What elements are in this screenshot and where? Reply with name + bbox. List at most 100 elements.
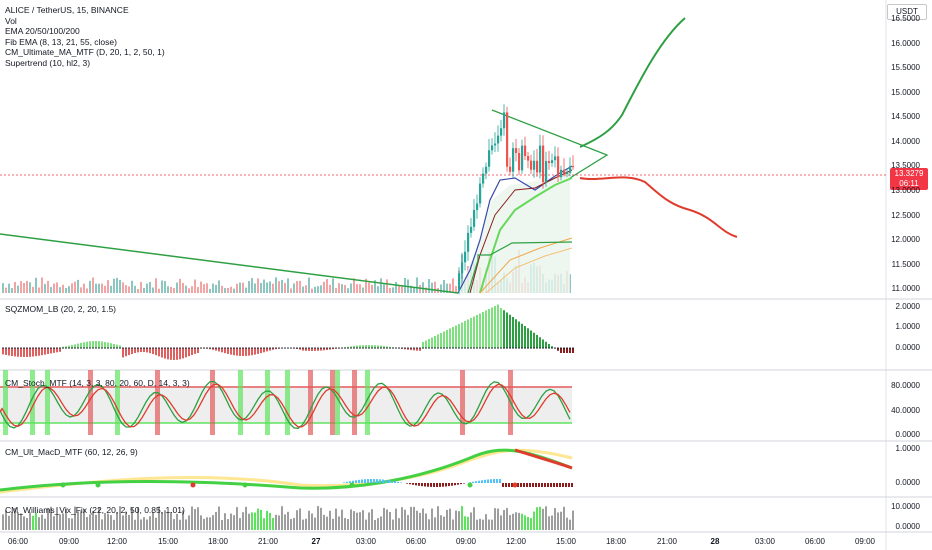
momentum-bar	[143, 348, 145, 353]
squeeze-dot	[431, 347, 433, 349]
squeeze-dot	[158, 347, 160, 349]
momentum-bar	[164, 348, 166, 359]
currency-button[interactable]: USDT	[887, 4, 927, 20]
vix-bar	[32, 515, 34, 530]
squeeze-dot	[467, 347, 469, 349]
squeeze-dot	[257, 347, 259, 349]
vix-bar	[194, 509, 196, 530]
volume-bar	[302, 286, 304, 293]
last-price-tag: 13.3279 06:11	[890, 168, 928, 190]
squeeze-dot	[524, 347, 526, 349]
volume-bar	[215, 284, 217, 293]
momentum-bar	[140, 348, 142, 353]
squeeze-dot	[194, 347, 196, 349]
macd-label[interactable]: CM_Ult_MacD_MTF (60, 12, 26, 9)	[5, 447, 138, 457]
indicator-vol[interactable]: Vol	[5, 15, 17, 26]
squeeze-dot	[539, 347, 541, 349]
candle-body	[470, 226, 473, 233]
macd-histogram-bar	[475, 481, 477, 483]
vix-bar	[518, 512, 520, 530]
momentum-bar	[548, 344, 550, 348]
macd-histogram-bar	[559, 483, 561, 487]
squeeze-dot	[161, 347, 163, 349]
squeeze-dot	[545, 347, 547, 349]
vix-bar	[404, 509, 406, 530]
squeeze-dot	[224, 347, 226, 349]
vix-bar	[107, 513, 109, 530]
macd-histogram-bar	[352, 480, 354, 483]
momentum-bar	[128, 348, 130, 356]
volume-bar	[35, 277, 37, 293]
time-tick: 21:00	[656, 537, 678, 546]
indicator-ema[interactable]: EMA 20/50/100/200	[5, 26, 80, 37]
squeeze-dot	[383, 347, 385, 349]
momentum-bar	[221, 348, 223, 353]
macd-pane[interactable]	[0, 448, 573, 494]
momentum-bar	[464, 321, 466, 348]
momentum-bar	[269, 348, 271, 351]
momentum-bar	[194, 348, 196, 354]
stoch-tick: 0.0000	[895, 430, 920, 439]
vix-bar	[23, 516, 25, 530]
indicator-supertrend[interactable]: Supertrend (10, hl2, 3)	[5, 57, 91, 68]
macd-histogram-bar	[562, 483, 564, 487]
stoch-label[interactable]: CM_Stoch_MTF (14, 3, 3, 80, 20, 60, D, 1…	[5, 378, 190, 388]
vix-bar	[464, 516, 466, 530]
momentum-bar	[59, 348, 61, 352]
vix-bar	[467, 516, 469, 530]
vix-label[interactable]: CM_Williams_Vix_Fix (22, 20, 2, 50, 0.85…	[5, 505, 185, 515]
vix-bar	[275, 514, 277, 530]
main-price-pane[interactable]	[0, 17, 886, 295]
time-tick: 15:00	[157, 537, 179, 546]
squeeze-dot	[419, 347, 421, 349]
momentum-bar	[158, 348, 160, 357]
vix-bar	[287, 511, 289, 530]
momentum-bar	[2, 348, 4, 355]
sqzmom-label[interactable]: SQZMOM_LB (20, 2, 20, 1.5)	[5, 304, 117, 314]
sqzmom-pane[interactable]	[2, 304, 574, 360]
vix-bar	[224, 513, 226, 530]
volume-bar	[329, 284, 331, 293]
vix-bar	[500, 515, 502, 530]
squeeze-dot	[398, 347, 400, 349]
volume-bar	[197, 287, 199, 293]
vix-bar	[323, 514, 325, 530]
volume-bar	[374, 280, 376, 293]
volume-bar	[185, 285, 187, 293]
symbol-title[interactable]: ALICE / TetherUS, 15, BINANCE	[5, 5, 129, 15]
vix-bar	[263, 518, 265, 530]
momentum-bar	[146, 348, 148, 353]
price-tick: 16.5000	[891, 14, 920, 23]
squeeze-dot	[374, 347, 376, 349]
squeeze-dot	[494, 347, 496, 349]
vix-bar	[212, 515, 214, 530]
volume-bar	[389, 287, 391, 293]
momentum-bar	[455, 325, 457, 348]
momentum-bar	[371, 345, 373, 348]
volume-bar	[293, 283, 295, 293]
momentum-bar	[248, 348, 250, 356]
vix-bar	[149, 516, 151, 530]
vix-bar	[452, 519, 454, 530]
indicator-ultimate-ma[interactable]: CM_Ultimate_MA_MTF (D, 20, 1, 2, 50, 1)	[5, 47, 165, 58]
momentum-bar	[197, 348, 199, 353]
squeeze-dot	[170, 347, 172, 349]
squeeze-dot	[332, 347, 334, 349]
squeeze-dot	[218, 347, 220, 349]
vix-pane[interactable]	[2, 506, 574, 530]
time-tick: 06:00	[804, 537, 826, 546]
momentum-bar	[407, 348, 409, 350]
vix-bar	[137, 507, 139, 530]
volume-bar	[422, 282, 424, 293]
volume-bar	[50, 286, 52, 293]
bar-countdown: 06:11	[899, 179, 919, 188]
volume-bar	[377, 286, 379, 293]
volume-bar	[131, 280, 133, 293]
vix-bar	[536, 507, 538, 530]
squeeze-dot	[89, 347, 91, 349]
stoch-pane[interactable]	[0, 370, 572, 435]
vix-bar	[140, 519, 142, 530]
indicator-fib-ema[interactable]: Fib EMA (8, 13, 21, 55, close)	[5, 36, 117, 47]
volume-bar	[365, 278, 367, 293]
